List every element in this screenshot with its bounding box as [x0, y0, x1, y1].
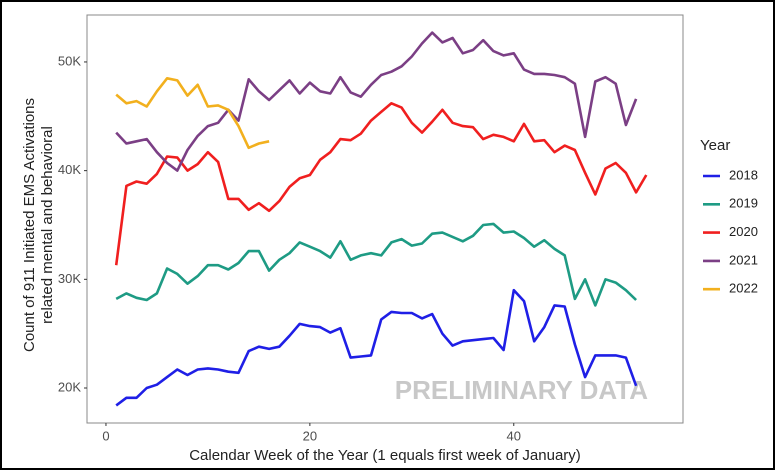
series-line [115, 31, 638, 172]
x-tick-label: 40 [507, 428, 521, 443]
y-axis-title: related mental and behavioral [39, 126, 56, 324]
y-axis-title: Count of 911 Initiated EMS Activations [21, 98, 38, 352]
y-tick-label: 30K [58, 271, 81, 286]
legend-label: 2021 [729, 252, 758, 267]
series-line [115, 222, 638, 307]
y-tick-label: 50K [58, 53, 81, 68]
panel [86, 14, 684, 424]
watermark: PRELIMINARY DATA [395, 375, 648, 405]
y-tick-label: 20K [58, 379, 81, 394]
legend-label: 2018 [729, 167, 758, 182]
x-tick-label: 0 [102, 428, 109, 443]
series-line [115, 288, 638, 407]
x-axis-title: Calendar Week of the Year (1 equals firs… [189, 447, 581, 464]
series-line [115, 77, 270, 150]
legend-label: 2019 [729, 196, 758, 211]
legend-label: 2022 [729, 281, 758, 296]
series-line [114, 102, 648, 266]
legend-title: Year [700, 137, 730, 154]
legend-label: 2020 [729, 224, 758, 239]
y-tick-label: 40K [58, 162, 81, 177]
x-tick-label: 20 [303, 428, 317, 443]
